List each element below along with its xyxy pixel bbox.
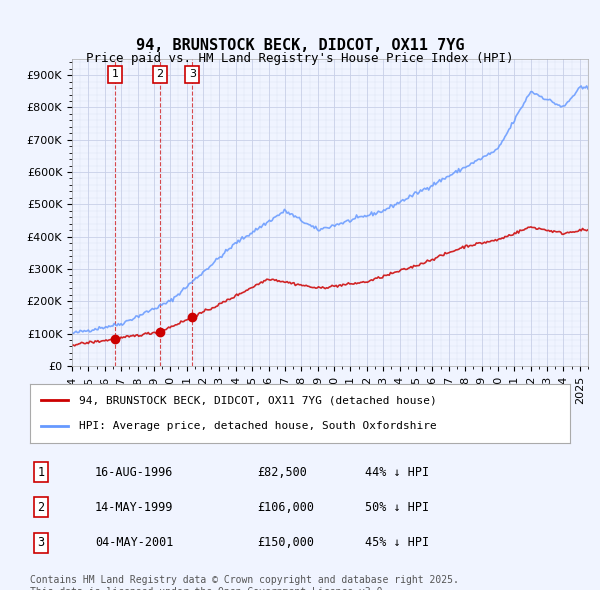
Text: 3: 3 (189, 70, 196, 79)
Text: 3: 3 (37, 536, 44, 549)
Text: 45% ↓ HPI: 45% ↓ HPI (365, 536, 429, 549)
Text: 14-MAY-1999: 14-MAY-1999 (95, 501, 173, 514)
Text: 1: 1 (112, 70, 118, 79)
Text: 2: 2 (37, 501, 44, 514)
Text: Price paid vs. HM Land Registry's House Price Index (HPI): Price paid vs. HM Land Registry's House … (86, 52, 514, 65)
Text: HPI: Average price, detached house, South Oxfordshire: HPI: Average price, detached house, Sout… (79, 421, 436, 431)
Text: 94, BRUNSTOCK BECK, DIDCOT, OX11 7YG: 94, BRUNSTOCK BECK, DIDCOT, OX11 7YG (136, 38, 464, 53)
Text: 04-MAY-2001: 04-MAY-2001 (95, 536, 173, 549)
Text: 94, BRUNSTOCK BECK, DIDCOT, OX11 7YG (detached house): 94, BRUNSTOCK BECK, DIDCOT, OX11 7YG (de… (79, 395, 436, 405)
Text: £82,500: £82,500 (257, 466, 307, 478)
Text: £150,000: £150,000 (257, 536, 314, 549)
Text: 44% ↓ HPI: 44% ↓ HPI (365, 466, 429, 478)
Text: 1: 1 (37, 466, 44, 478)
Text: £106,000: £106,000 (257, 501, 314, 514)
Text: 2: 2 (157, 70, 164, 79)
Text: 16-AUG-1996: 16-AUG-1996 (95, 466, 173, 478)
Text: Contains HM Land Registry data © Crown copyright and database right 2025.
This d: Contains HM Land Registry data © Crown c… (30, 575, 459, 590)
Text: 50% ↓ HPI: 50% ↓ HPI (365, 501, 429, 514)
